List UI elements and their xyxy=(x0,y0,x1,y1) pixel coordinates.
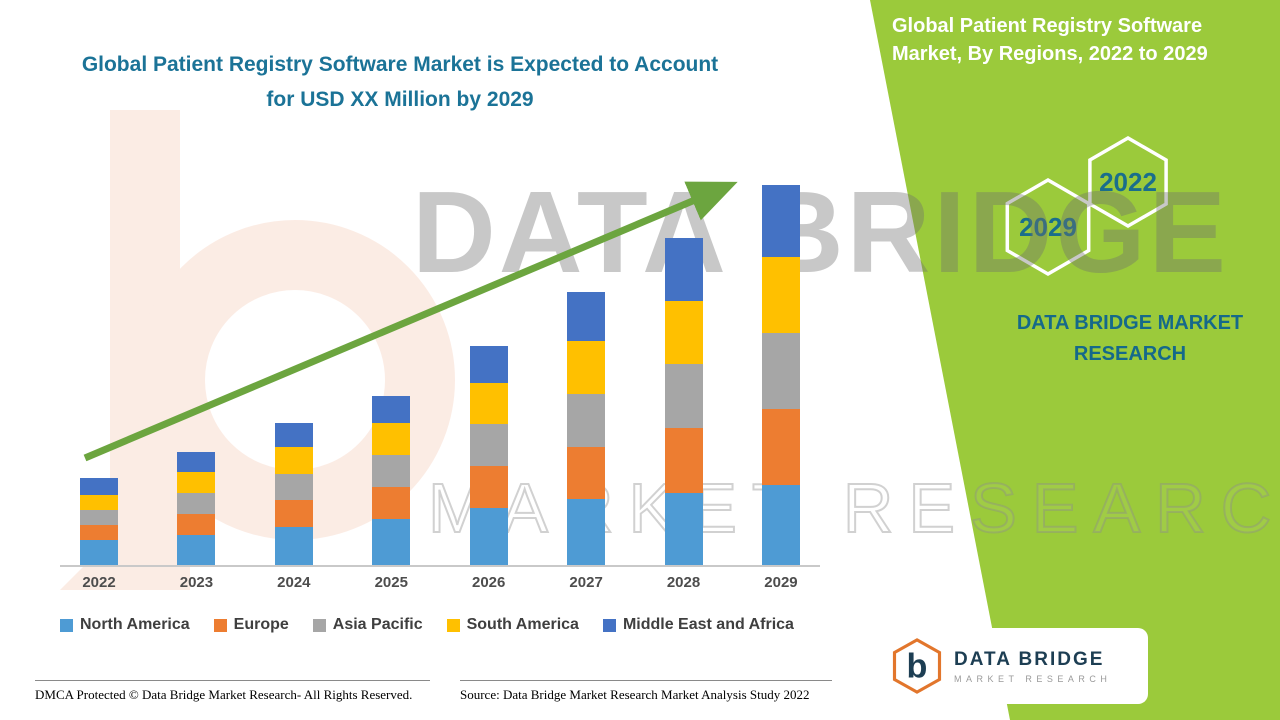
footer-source: Source: Data Bridge Market Research Mark… xyxy=(460,680,832,703)
svg-text:b: b xyxy=(907,648,928,686)
bar-segment-north-america xyxy=(274,527,313,565)
bars-container xyxy=(60,160,820,565)
legend-swatch-icon xyxy=(213,618,227,632)
x-axis-label-2026: 2026 xyxy=(472,574,506,591)
x-axis-label-2027: 2027 xyxy=(569,574,603,591)
hexagon-2029-label: 2029 xyxy=(1019,212,1077,242)
bar-segment-middle-east-and-africa xyxy=(372,395,411,423)
x-axis-label-2024: 2024 xyxy=(277,574,311,591)
bar-segment-south-america xyxy=(664,300,703,364)
legend: North America Europe Asia Pacific South Ame… xyxy=(60,616,850,634)
bar-segment-north-america xyxy=(80,540,118,565)
x-axis-label-2029: 2029 xyxy=(764,574,798,591)
panel-title: Global Patient Registry Software Market,… xyxy=(892,15,1208,65)
bar-segment-north-america xyxy=(469,508,508,565)
bar-segment-south-america xyxy=(761,257,800,334)
bar-2027 xyxy=(567,160,606,565)
brand-logo: b DATA BRIDGE MARKET RESEARCH xyxy=(876,628,1148,704)
bar-segment-asia-pacific xyxy=(177,492,216,514)
bar-segment-middle-east-and-africa xyxy=(274,423,313,448)
legend-item-south-america: South America xyxy=(446,616,579,634)
brand-logo-title: DATA BRIDGE xyxy=(954,648,1105,670)
legend-label: Europe xyxy=(233,616,289,633)
bar-2028 xyxy=(664,160,703,565)
bar-segment-south-america xyxy=(372,422,411,455)
bar-2026 xyxy=(469,160,508,565)
legend-swatch-icon xyxy=(602,618,616,632)
legend-item-europe: Europe xyxy=(213,616,289,634)
legend-label: Asia Pacific xyxy=(332,616,423,633)
hexagon-2022-icon xyxy=(1088,135,1168,229)
year-hexagons: 2029 2022 xyxy=(1005,135,1168,277)
bar-segment-north-america xyxy=(664,492,703,565)
panel-brand: DATA BRIDGE MARKET RESEARCH xyxy=(980,308,1280,370)
bar-segment-asia-pacific xyxy=(80,509,118,526)
bar-segment-europe xyxy=(469,466,508,508)
legend-item-asia-pacific: Asia Pacific xyxy=(312,616,423,634)
bar-segment-asia-pacific xyxy=(567,394,606,448)
legend-swatch-icon xyxy=(312,618,326,632)
bar-segment-south-america xyxy=(469,382,508,425)
bar-2024 xyxy=(274,160,313,565)
bar-segment-asia-pacific xyxy=(274,473,313,501)
x-axis-label-2023: 2023 xyxy=(179,574,214,591)
bar-segment-middle-east-and-africa xyxy=(469,345,508,383)
footer-dmca: DMCA Protected © Data Bridge Market Rese… xyxy=(35,680,430,703)
bar-segment-north-america xyxy=(177,534,216,565)
bar-segment-europe xyxy=(80,525,118,541)
bar-segment-asia-pacific xyxy=(664,363,703,429)
brand-logo-icon: b xyxy=(892,638,942,694)
bar-segment-europe xyxy=(177,513,216,535)
bar-segment-south-america xyxy=(80,494,118,510)
bar-segment-north-america xyxy=(567,498,606,565)
legend-label: Middle East and Africa xyxy=(622,616,794,633)
bar-segment-south-america xyxy=(177,471,216,493)
bar-2025 xyxy=(372,160,411,565)
bar-segment-middle-east-and-africa xyxy=(761,185,800,258)
legend-label: North America xyxy=(80,616,190,633)
bar-segment-middle-east-and-africa xyxy=(80,478,118,495)
right-panel: Global Patient Registry Software Market,… xyxy=(870,0,1280,720)
panel-brand-line1: DATA BRIDGE MARKET xyxy=(1016,312,1244,334)
bar-segment-south-america xyxy=(274,447,313,474)
bar-2029 xyxy=(761,160,800,565)
x-axis-labels: 2022 2023 2024 2025 2026 2027 2028 2029 xyxy=(60,574,820,591)
legend-swatch-icon xyxy=(446,618,460,632)
brand-logo-subtitle: MARKET RESEARCH xyxy=(954,673,1112,684)
bar-segment-asia-pacific xyxy=(372,454,411,488)
bar-segment-europe xyxy=(761,409,800,486)
x-axis-label-2022: 2022 xyxy=(82,574,116,591)
bar-segment-middle-east-and-africa xyxy=(567,291,606,341)
chart-title: Global Patient Registry Software Market … xyxy=(30,48,770,117)
chart-title-line2: for USD XX Million by 2029 xyxy=(266,87,534,111)
bar-segment-asia-pacific xyxy=(469,424,508,467)
legend-item-north-america: North America xyxy=(60,616,190,634)
bar-segment-middle-east-and-africa xyxy=(664,237,703,301)
bar-segment-europe xyxy=(274,500,313,527)
bar-2022 xyxy=(80,160,118,565)
bar-segment-europe xyxy=(372,487,411,520)
panel-brand-line2: RESEARCH xyxy=(1073,343,1187,365)
legend-swatch-icon xyxy=(60,618,73,632)
legend-item-middle-east-and-africa: Middle East and Africa xyxy=(602,616,794,634)
chart-title-line1: Global Patient Registry Software Market … xyxy=(81,53,719,76)
brand-logo-text: DATA BRIDGE MARKET RESEARCH xyxy=(954,649,1111,684)
bar-segment-north-america xyxy=(761,485,800,565)
bar-segment-middle-east-and-africa xyxy=(177,452,216,472)
x-axis-label-2025: 2025 xyxy=(374,574,408,591)
stacked-bar-chart xyxy=(60,160,820,567)
legend-label: South America xyxy=(466,616,579,633)
bar-segment-europe xyxy=(664,428,703,493)
bar-2023 xyxy=(177,160,216,565)
bar-segment-asia-pacific xyxy=(761,333,800,410)
bar-segment-europe xyxy=(567,447,606,499)
bar-segment-south-america xyxy=(567,340,606,395)
bar-segment-north-america xyxy=(372,519,411,565)
hexagon-2022-label: 2022 xyxy=(1099,167,1157,197)
x-axis-label-2028: 2028 xyxy=(666,574,701,591)
